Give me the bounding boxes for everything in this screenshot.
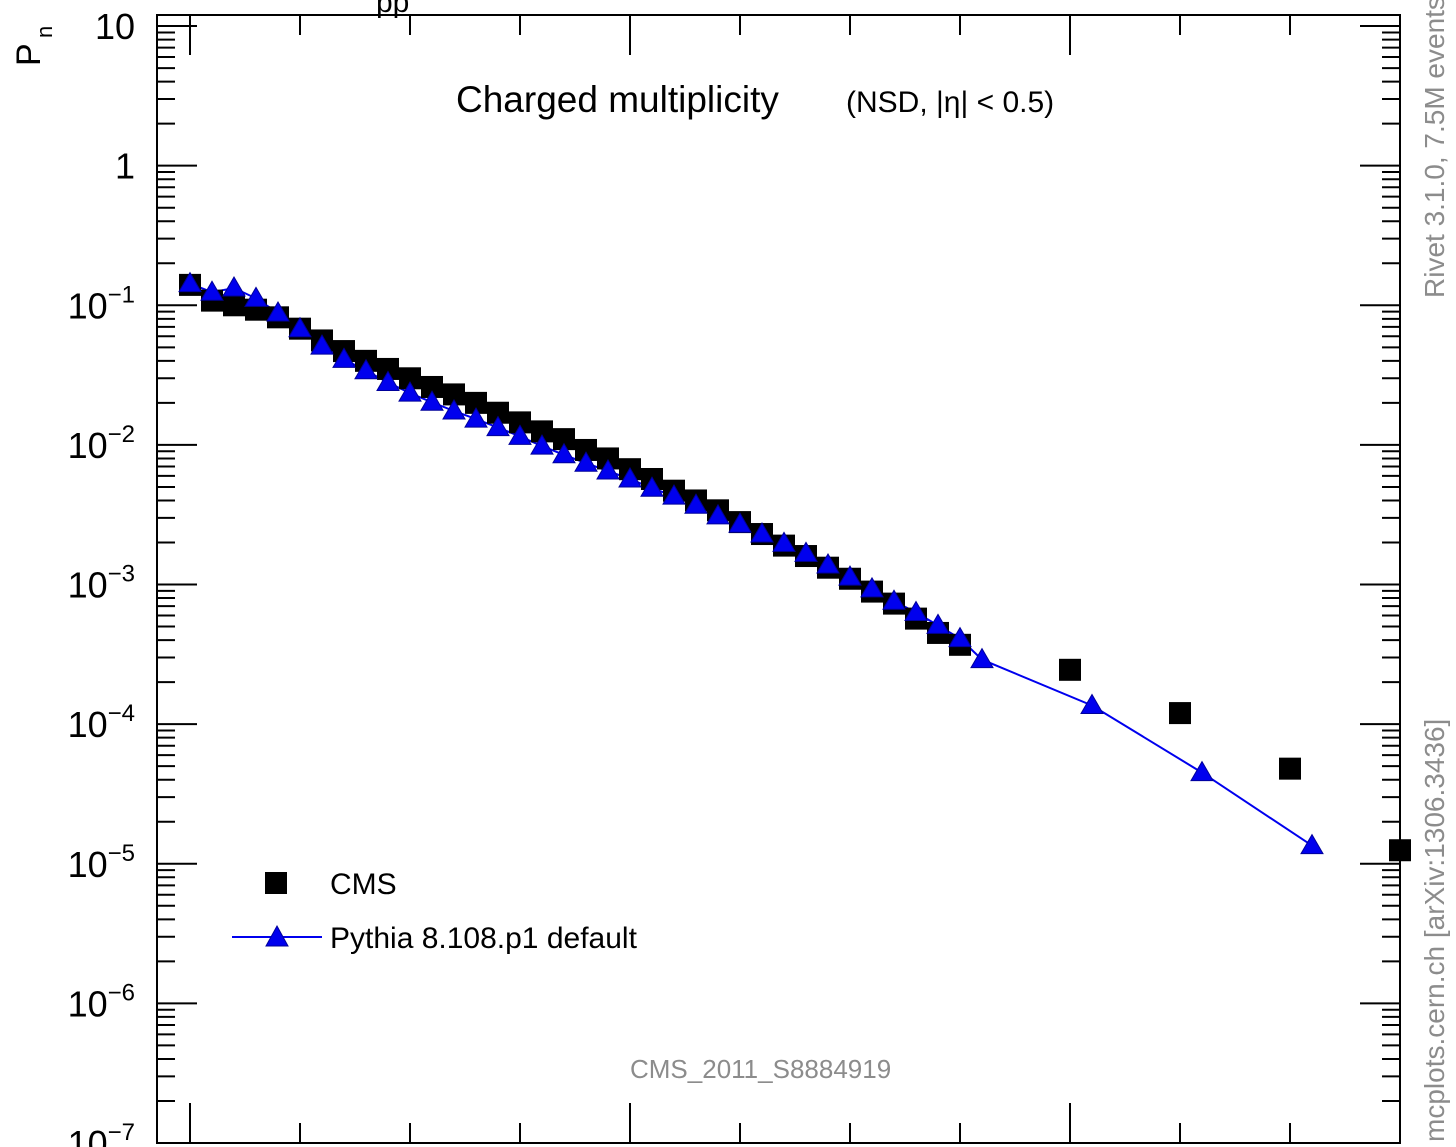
- pythia-point: [860, 576, 884, 598]
- series-layer: [178, 271, 1411, 862]
- pythia-point: [926, 613, 950, 634]
- y-axis-tick-labels: 10 1 10−1 10−2 10−3 10−4 10−5 10−6 10−7: [68, 6, 135, 1147]
- cms-point: [531, 420, 553, 443]
- pythia-point: [200, 280, 224, 301]
- pythia-point: [266, 301, 290, 322]
- pythia-point: [1190, 760, 1214, 782]
- side-label-mcplots: mcplots.cern.ch [arXiv:1306.3436]: [1419, 719, 1450, 1142]
- pythia-point: [552, 442, 576, 464]
- cms-point: [421, 375, 443, 398]
- cms-point: [1059, 658, 1081, 681]
- cms-point: [1169, 702, 1191, 725]
- pythia-point: [772, 531, 796, 552]
- pythia-point: [596, 459, 620, 480]
- y-tick-label: 10−2: [68, 421, 135, 466]
- y-tick-label: 10−3: [68, 561, 135, 606]
- pythia-point: [442, 399, 466, 420]
- y-tick-label: 10−4: [68, 700, 135, 745]
- pythia-point: [948, 626, 972, 648]
- pythia-point: [838, 565, 862, 586]
- pythia-point: [882, 589, 906, 610]
- cms-point: [1279, 757, 1301, 780]
- legend-marker-cms: [265, 872, 287, 894]
- pythia-point: [486, 415, 510, 437]
- pythia-point: [178, 271, 202, 293]
- x-axis-ticks: [189, 15, 1291, 1143]
- pythia-point: [420, 390, 444, 411]
- cms-point: [1389, 839, 1411, 862]
- pythia-point: [970, 647, 994, 669]
- pythia-point: [354, 358, 378, 380]
- pythia-point: [508, 424, 532, 445]
- pythia-point: [222, 276, 246, 297]
- y-tick-label: 10−1: [68, 281, 135, 326]
- cms-point: [465, 391, 487, 414]
- pythia-point: [728, 512, 752, 533]
- pythia-point: [332, 347, 356, 368]
- y-axis-label: P: [10, 43, 48, 66]
- pythia-point: [574, 451, 598, 472]
- legend-label-pythia: Pythia 8.108.p1 default: [330, 922, 638, 955]
- chart-subtitle: (NSD, |η| < 0.5): [846, 86, 1054, 119]
- y-tick-label: 10: [95, 6, 135, 47]
- pythia-point: [1080, 693, 1104, 714]
- plot-frame: [156, 14, 1401, 1144]
- legend-label-cms: CMS: [330, 868, 397, 901]
- cms-point: [553, 428, 575, 451]
- plot-border: [156, 14, 1401, 1144]
- y-axis-label-subscript: n: [32, 26, 57, 38]
- y-tick-label: 10−7: [68, 1119, 135, 1147]
- pythia-point: [750, 522, 774, 543]
- pythia-point: [640, 476, 664, 497]
- cms-point: [597, 447, 619, 470]
- cms-point: [443, 383, 465, 406]
- pythia-point: [794, 541, 818, 562]
- pythia-point: [1300, 833, 1324, 855]
- pythia-point: [376, 370, 400, 391]
- pythia-point: [618, 467, 642, 488]
- pythia-point: [288, 316, 312, 338]
- analysis-annotation: CMS_2011_S8884919: [630, 1054, 891, 1084]
- cms-point: [509, 411, 531, 434]
- y-tick-label: 10−5: [68, 840, 135, 885]
- y-tick-label: 10−6: [68, 979, 135, 1024]
- legend: CMS Pythia 8.108.p1 default: [232, 868, 638, 955]
- pythia-point: [530, 434, 554, 455]
- pythia-point: [684, 493, 708, 514]
- cms-point: [487, 401, 509, 424]
- y-tick-label: 1: [115, 146, 135, 187]
- side-label-rivet: Rivet 3.1.0, 7.5M events: [1419, 0, 1450, 298]
- legend-marker-pythia: [265, 924, 289, 947]
- pythia-point: [816, 553, 840, 574]
- pythia-point: [904, 600, 928, 621]
- pythia-point: [398, 381, 422, 402]
- pythia-point: [662, 484, 686, 505]
- y-axis-ticks: [157, 25, 1400, 1144]
- cms-point: [223, 294, 245, 317]
- pythia-point: [706, 503, 730, 525]
- cms-point: [377, 357, 399, 380]
- pythia-point: [464, 407, 488, 428]
- pythia-point: [244, 286, 268, 307]
- cms-point: [399, 367, 421, 390]
- pythia-point: [310, 334, 334, 355]
- chart-title: Charged multiplicity: [456, 79, 779, 120]
- partial-top-text: pp: [376, 0, 409, 19]
- cms-point: [575, 438, 597, 461]
